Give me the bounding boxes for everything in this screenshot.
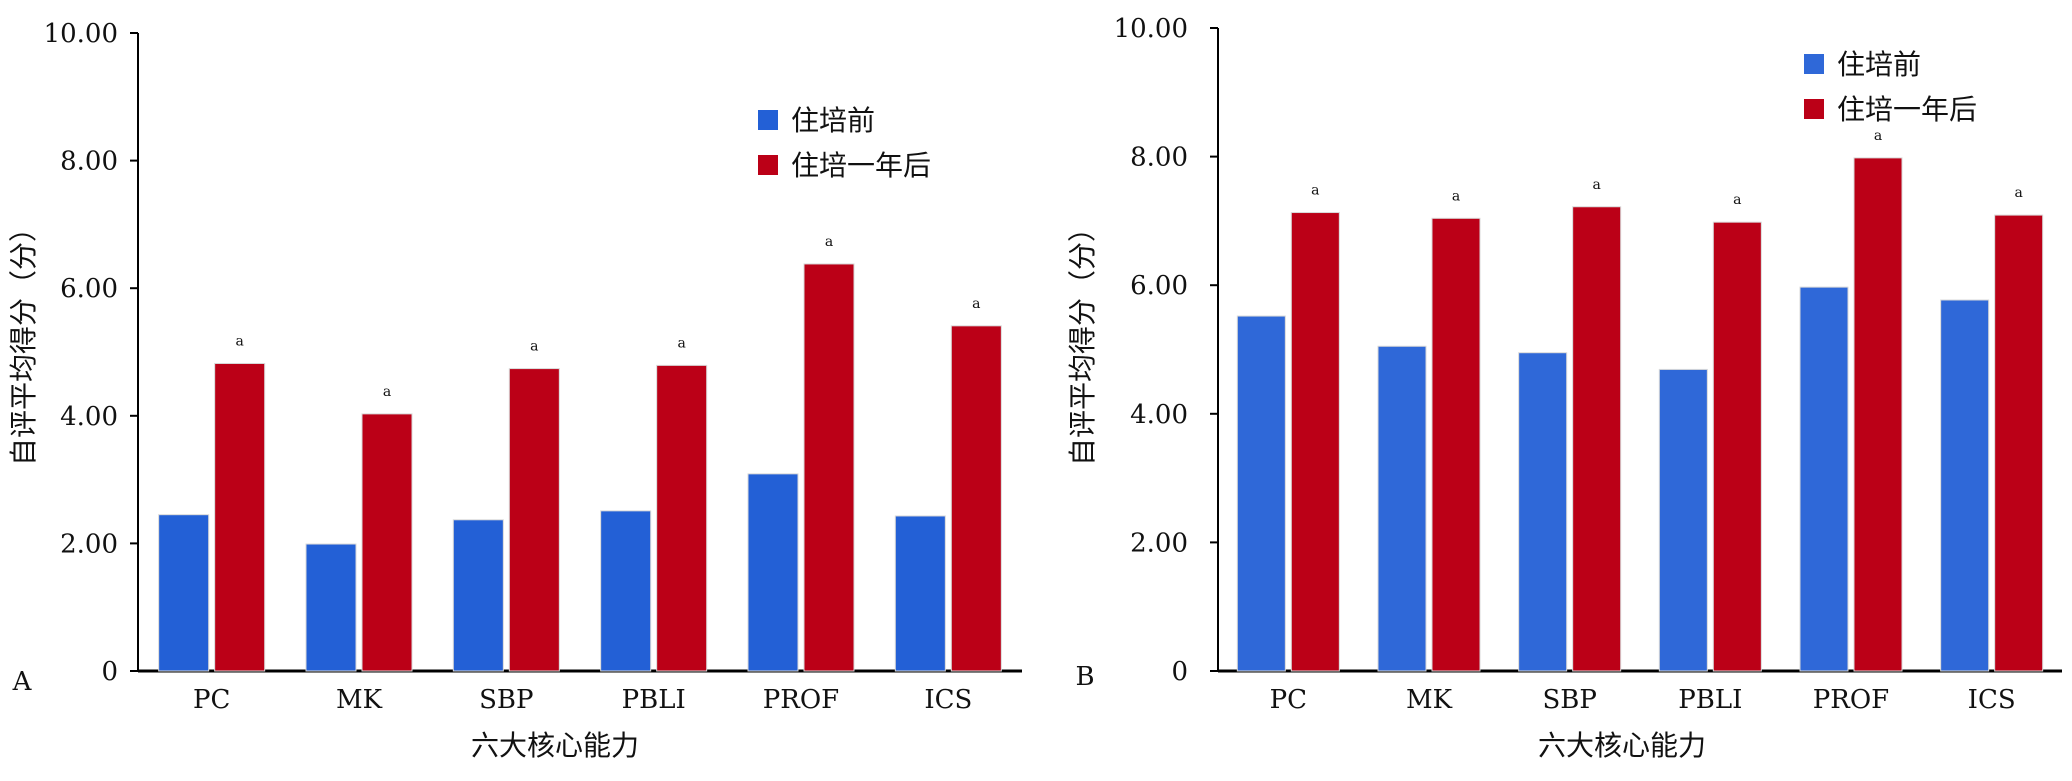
bar-before (158, 514, 210, 672)
legend-label: 住培前 (1837, 48, 1921, 81)
panel-label: B (1075, 662, 1094, 692)
y-axis-title: 自评平均得分（分） (1066, 214, 1099, 466)
x-tick-label: PC (1270, 685, 1307, 715)
y-tick-label: 6.00 (1130, 271, 1188, 301)
x-tick-label: PBLI (622, 685, 686, 715)
significance-label: a (677, 335, 685, 351)
bar-before (1518, 352, 1568, 672)
x-axis-title: 六大核心能力 (471, 729, 639, 762)
y-tick-label: 8.00 (1130, 143, 1188, 173)
bar-after (1853, 157, 1903, 672)
x-tick-label: MK (1406, 685, 1453, 715)
bar-before (747, 473, 799, 672)
bar-after (1572, 206, 1622, 672)
bar-after (1994, 214, 2044, 672)
y-tick-label: 4.00 (60, 402, 118, 432)
x-tick-label: PROF (763, 685, 839, 715)
bar-after (361, 413, 413, 672)
bar-after (1431, 217, 1481, 672)
panel-label: A (12, 667, 33, 697)
bar-before (1236, 315, 1286, 672)
significance-label: a (383, 384, 391, 400)
y-tick-label: 2.00 (60, 529, 118, 559)
y-axis-title: 自评平均得分（分） (7, 214, 40, 466)
legend-swatch (1804, 54, 1824, 74)
y-tick-label: 0 (101, 657, 118, 687)
bar-before (894, 515, 946, 672)
y-tick-label: 8.00 (60, 147, 118, 177)
x-tick-label: PROF (1813, 685, 1889, 715)
x-tick-label: SBP (479, 685, 533, 715)
significance-label: a (1733, 192, 1741, 208)
x-tick-label: PC (193, 685, 230, 715)
x-tick-label: ICS (1968, 685, 2016, 715)
significance-label: a (1592, 177, 1600, 193)
significance-label: a (972, 296, 980, 312)
bar-before (1658, 368, 1708, 672)
bar-after (1290, 212, 1340, 672)
significance-label: a (1452, 188, 1460, 204)
bar-before (1377, 345, 1427, 672)
significance-label: a (1311, 183, 1319, 199)
significance-label: a (1874, 128, 1882, 144)
bar-before (600, 510, 652, 672)
y-tick-label: 10.00 (44, 19, 118, 49)
y-tick-label: 4.00 (1130, 400, 1188, 430)
x-tick-label: SBP (1542, 685, 1596, 715)
y-tick-label: 6.00 (60, 274, 118, 304)
legend-swatch (1804, 99, 1824, 119)
legend-label: 住培一年后 (1837, 93, 1977, 126)
bar-before (1799, 286, 1849, 672)
x-tick-label: ICS (924, 685, 972, 715)
significance-label: a (530, 339, 538, 355)
bar-before (452, 519, 504, 672)
y-tick-label: 0 (1171, 657, 1188, 687)
x-axis-title: 六大核心能力 (1538, 729, 1706, 762)
significance-label: a (825, 234, 833, 250)
bar-after (508, 368, 560, 672)
bar-before (305, 543, 357, 672)
legend-swatch (758, 110, 778, 130)
bar-after (803, 263, 855, 672)
bar-after (656, 364, 708, 672)
legend-label: 住培一年后 (791, 149, 931, 182)
significance-label: a (2014, 185, 2022, 201)
bar-after (1712, 221, 1762, 672)
significance-label: a (235, 333, 243, 349)
legend-label: 住培前 (791, 104, 875, 137)
bar-before (1940, 299, 1990, 672)
x-tick-label: MK (336, 685, 383, 715)
legend-swatch (758, 155, 778, 175)
bar-after (214, 362, 266, 672)
bar-after (950, 325, 1002, 672)
y-tick-label: 10.00 (1114, 14, 1188, 44)
x-tick-label: PBLI (1678, 685, 1742, 715)
y-tick-label: 2.00 (1130, 528, 1188, 558)
